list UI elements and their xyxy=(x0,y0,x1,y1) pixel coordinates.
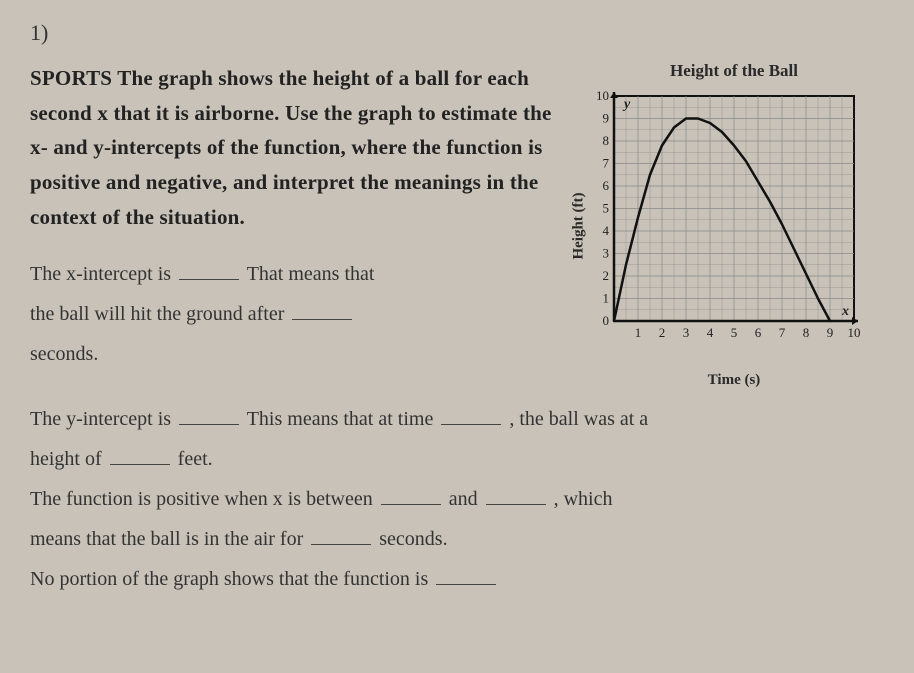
t: The y-intercept is xyxy=(30,408,171,430)
t: height of xyxy=(30,448,102,470)
svg-text:9: 9 xyxy=(827,325,834,340)
t: feet. xyxy=(178,448,213,470)
fill-line-8: No portion of the graph shows that the f… xyxy=(30,559,884,599)
svg-text:5: 5 xyxy=(603,201,610,216)
chart-column: Height of the Ball Height (ft) 012345678… xyxy=(584,61,884,389)
chart-box: Height (ft) 01234567891012345678910yx xyxy=(584,86,884,366)
blank-between-b[interactable] xyxy=(486,487,546,505)
blank-neg[interactable] xyxy=(436,567,496,585)
t: seconds. xyxy=(30,343,98,365)
question-number: 1) xyxy=(30,20,884,46)
text-column: SPORTS The graph shows the height of a b… xyxy=(30,61,569,389)
t: the ball will hit the ground after xyxy=(30,303,284,325)
t: , the ball was at a xyxy=(509,408,648,430)
t: , which xyxy=(554,488,613,510)
svg-text:3: 3 xyxy=(603,246,610,261)
blank-between-a[interactable] xyxy=(381,487,441,505)
t: No portion of the graph shows that the f… xyxy=(30,568,428,590)
prompt-body: The graph shows the height of a ball for… xyxy=(30,66,552,229)
svg-text:4: 4 xyxy=(707,325,714,340)
fill-line-4: The y-intercept is This means that at ti… xyxy=(30,399,884,439)
svg-text:4: 4 xyxy=(603,223,610,238)
t: and xyxy=(449,488,478,510)
category-label: SPORTS xyxy=(30,66,112,90)
t: That means that xyxy=(247,263,375,285)
svg-text:3: 3 xyxy=(683,325,690,340)
t: This means that at time xyxy=(247,408,434,430)
svg-text:10: 10 xyxy=(848,325,861,340)
svg-text:1: 1 xyxy=(603,291,610,306)
blank-time0[interactable] xyxy=(441,407,501,425)
fill-line-2: the ball will hit the ground after xyxy=(30,294,569,334)
content-wrap: SPORTS The graph shows the height of a b… xyxy=(30,61,884,389)
fill-line-1: The x-intercept is That means that xyxy=(30,254,569,294)
svg-text:5: 5 xyxy=(731,325,738,340)
svg-text:2: 2 xyxy=(659,325,666,340)
t: The x-intercept is xyxy=(30,263,171,285)
fill-line-3: seconds. xyxy=(30,334,569,374)
fill-line-5: height of feet. xyxy=(30,439,884,479)
svg-text:7: 7 xyxy=(779,325,786,340)
svg-text:7: 7 xyxy=(603,156,610,171)
svg-text:x: x xyxy=(841,304,849,319)
blank-xintercept[interactable] xyxy=(179,262,239,280)
t: seconds. xyxy=(379,528,447,550)
fill-line-6: The function is positive when x is betwe… xyxy=(30,479,884,519)
svg-text:8: 8 xyxy=(603,133,610,148)
svg-text:8: 8 xyxy=(803,325,810,340)
svg-text:y: y xyxy=(622,97,631,112)
svg-text:6: 6 xyxy=(603,178,610,193)
blank-height0[interactable] xyxy=(110,447,170,465)
blank-yintercept[interactable] xyxy=(179,407,239,425)
blank-airtime[interactable] xyxy=(311,527,371,545)
height-chart: 0 1 2 3 4 5 6 7 8 9 10 1 2 3 4 5 6 7 8 9 10 y x xyxy=(584,86,864,346)
svg-text:0: 0 xyxy=(603,313,610,328)
problem-prompt: SPORTS The graph shows the height of a b… xyxy=(30,61,569,234)
svg-text:9: 9 xyxy=(603,111,610,126)
x-axis-label: Time (s) xyxy=(584,372,884,389)
lower-text: The y-intercept is This means that at ti… xyxy=(30,399,884,599)
y-axis-label: Height (ft) xyxy=(571,192,588,259)
svg-text:6: 6 xyxy=(755,325,762,340)
blank-hit-ground[interactable] xyxy=(292,302,352,320)
svg-text:2: 2 xyxy=(603,268,610,283)
t: means that the ball is in the air for xyxy=(30,528,303,550)
svg-text:10: 10 xyxy=(596,88,609,103)
chart-title: Height of the Ball xyxy=(584,61,884,81)
svg-text:1: 1 xyxy=(635,325,642,340)
t: The function is positive when x is betwe… xyxy=(30,488,373,510)
fill-line-7: means that the ball is in the air for se… xyxy=(30,519,884,559)
